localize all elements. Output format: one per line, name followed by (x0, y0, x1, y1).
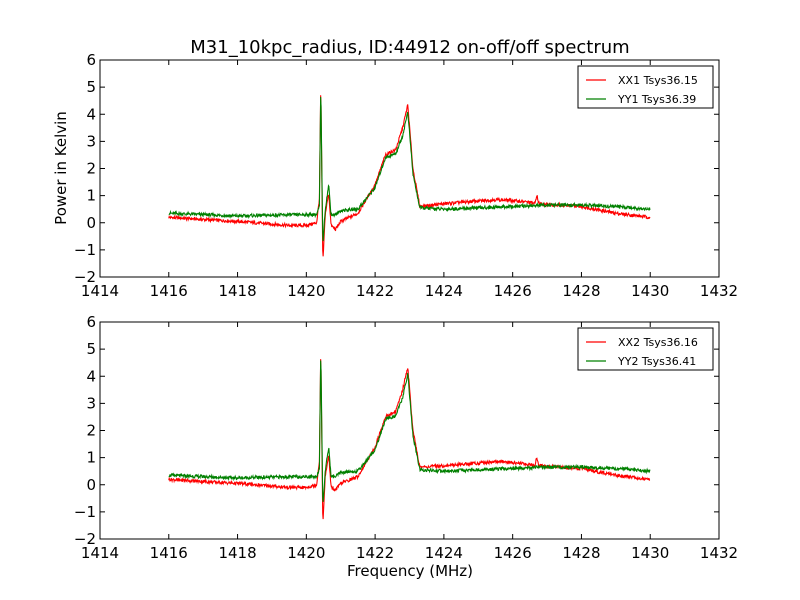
series-line-1 (168, 359, 651, 520)
x-axis-label: Frequency (MHz) (347, 562, 473, 580)
y-tick-label: 5 (86, 340, 96, 358)
x-tick-label: 1416 (150, 544, 188, 562)
legend-label-2: YY1 Tsys36.39 (617, 93, 696, 106)
x-tick-label: 1420 (287, 544, 325, 562)
y-tick-label: 3 (86, 132, 96, 150)
x-tick-label: 1420 (287, 282, 325, 300)
plot-panel-2: 1414 1416 1418 1420 1422 1424 1426 1428 1430 1432… (74, 313, 738, 562)
x-tick-label: 1432 (700, 544, 738, 562)
x-tick-label: 1424 (425, 544, 463, 562)
series-line-2 (168, 96, 651, 242)
series-line-1 (168, 95, 651, 257)
x-tick-label: 1428 (562, 282, 600, 300)
x-tick-label: 1426 (494, 282, 532, 300)
legend-label-2: YY2 Tsys36.41 (617, 355, 696, 368)
legend-label-1: XX1 Tsys36.15 (618, 74, 698, 87)
y-tick-label: 2 (86, 422, 96, 440)
x-tick-label: 1428 (562, 544, 600, 562)
y-tick-label: 6 (86, 313, 96, 331)
y-tick-label: 5 (86, 78, 96, 96)
y-axis-label: Power in Kelvin (52, 111, 70, 225)
figure-title: M31_10kpc_radius, ID:44912 on-off/off sp… (190, 37, 629, 58)
y-tick-label: 4 (86, 105, 96, 123)
y-tick-label: −1 (74, 503, 96, 521)
x-tick-label: 1430 (631, 544, 669, 562)
x-tick-label: 1430 (631, 282, 669, 300)
legend-label-1: XX2 Tsys36.16 (618, 336, 698, 349)
x-tick-label: 1422 (356, 544, 394, 562)
x-tick-label: 1422 (356, 282, 394, 300)
y-tick-label: −1 (74, 241, 96, 259)
y-tick-label: 4 (86, 367, 96, 385)
x-tick-label: 1418 (218, 282, 256, 300)
series-line-2 (168, 360, 651, 502)
x-tick-label: 1432 (700, 282, 738, 300)
legend-box (577, 327, 714, 371)
x-tick-label: 1414 (81, 544, 119, 562)
x-tick-label: 1414 (81, 282, 119, 300)
y-tick-label: 3 (86, 394, 96, 412)
y-tick-label: 0 (86, 214, 96, 232)
y-tick-label: −2 (74, 268, 96, 286)
y-tick-label: −2 (74, 530, 96, 548)
y-tick-label: 6 (86, 51, 96, 69)
x-tick-label: 1424 (425, 282, 463, 300)
y-tick-label: 0 (86, 476, 96, 494)
y-tick-label: 1 (86, 449, 96, 467)
plot-panel-1: 1414 1416 1418 1420 1422 1424 1426 1428 1430 1432… (74, 51, 738, 300)
x-tick-label: 1426 (494, 544, 532, 562)
x-tick-label: 1416 (150, 282, 188, 300)
x-tick-label: 1418 (218, 544, 256, 562)
legend-box (577, 65, 714, 109)
y-tick-label: 2 (86, 160, 96, 178)
y-tick-label: 1 (86, 187, 96, 205)
